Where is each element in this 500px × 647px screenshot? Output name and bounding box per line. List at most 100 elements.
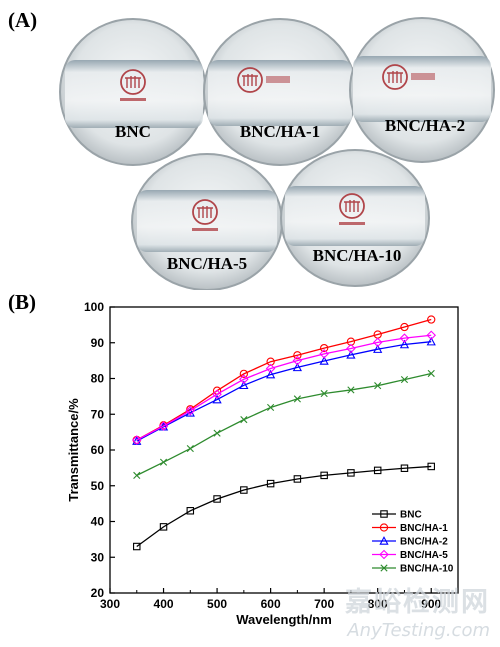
university-logo — [237, 67, 290, 93]
data-point — [293, 475, 302, 483]
x-tick-label: 600 — [261, 597, 281, 611]
data-point — [267, 403, 275, 412]
legend-item: BNC/HA-1 — [372, 523, 448, 534]
dish-bnc-ha-2: BNC/HA-2 — [349, 17, 495, 163]
petri-dish-photo-panel: BNC BNC/HA-1 BNC/HA-2 BNC/HA-5 — [59, 17, 495, 290]
legend-marker — [380, 510, 388, 518]
x-tick-label: 800 — [368, 597, 388, 611]
data-point — [239, 374, 249, 384]
data-point — [426, 330, 437, 341]
series-line — [136, 334, 432, 441]
data-point — [133, 471, 141, 479]
data-point — [293, 395, 301, 403]
data-point — [346, 350, 356, 359]
data-point — [320, 343, 329, 353]
y-tick-label: 60 — [91, 443, 105, 457]
data-point — [213, 429, 221, 437]
data-point — [292, 362, 303, 372]
data-point — [213, 495, 221, 503]
legend-item: BNC/HA-10 — [372, 564, 454, 575]
watermark-chinese: 嘉峪检测网 — [345, 587, 490, 618]
data-point — [346, 337, 356, 346]
dish-label-bnc: BNC — [115, 122, 151, 141]
legend-label: BNC — [400, 510, 422, 521]
legend-marker — [379, 549, 389, 560]
university-logo — [382, 64, 435, 90]
y-tick-label: 40 — [91, 515, 105, 529]
legend-item: BNC/HA-5 — [372, 549, 448, 561]
panel-a-label: (A) — [8, 8, 38, 32]
data-point — [400, 375, 409, 384]
dish-label-bnc-ha-1: BNC/HA-1 — [240, 122, 320, 141]
y-tick-label: 30 — [91, 550, 105, 564]
series-bnc-ha-5 — [131, 330, 437, 445]
transmittance-chart: 300 400 500 600 700 800 900 20 30 40 50 60 70 80 90 100… — [0, 288, 500, 647]
data-point — [159, 458, 168, 466]
data-point — [427, 369, 435, 378]
legend-item: BNC/HA-2 — [372, 536, 448, 548]
data-point — [266, 479, 275, 488]
data-point — [212, 389, 222, 400]
data-point — [212, 394, 222, 404]
legend-label: BNC/HA-5 — [400, 550, 448, 561]
x-tick-label: 400 — [154, 597, 174, 611]
chart-svg: 300 400 500 600 700 800 900 20 30 40 50 60 70 80 90 100… — [66, 300, 459, 627]
y-tick-label: 20 — [91, 586, 105, 600]
series-bnc-ha-2 — [132, 336, 436, 445]
x-tick-label: 900 — [421, 597, 441, 611]
data-point — [159, 523, 168, 531]
dish-label-bnc-ha-10: BNC/HA-10 — [313, 246, 402, 265]
data-point — [131, 435, 142, 445]
data-point — [265, 369, 276, 379]
data-point — [346, 343, 356, 354]
dish-label-bnc-ha-5: BNC/HA-5 — [167, 254, 247, 273]
university-logo — [120, 69, 146, 101]
watermark-english: AnyTesting.com — [347, 620, 490, 641]
data-point — [240, 416, 248, 424]
panel-b-label: (B) — [8, 290, 36, 314]
data-point — [292, 355, 303, 366]
data-point — [158, 421, 169, 431]
data-point — [400, 322, 409, 332]
x-tick-label: 500 — [207, 597, 227, 611]
data-point — [427, 462, 435, 471]
data-point — [399, 339, 410, 349]
series-line — [136, 318, 432, 441]
data-point — [186, 507, 195, 515]
data-point — [266, 357, 275, 366]
data-point — [239, 369, 248, 379]
data-point — [400, 464, 409, 472]
series-bnc — [133, 462, 435, 551]
series-bnc-ha-1 — [132, 315, 436, 445]
y-tick-label: 50 — [91, 479, 105, 493]
data-point — [399, 333, 410, 343]
data-point — [347, 386, 355, 394]
legend-label: BNC/HA-10 — [400, 564, 454, 575]
data-point — [320, 471, 328, 480]
series-line — [136, 341, 432, 442]
data-point — [426, 336, 436, 346]
data-point — [373, 344, 383, 353]
dish-bnc-ha-1: BNC/HA-1 — [203, 18, 357, 166]
dish-bnc-ha-5: BNC/HA-5 — [131, 153, 283, 290]
legend-marker — [379, 523, 389, 532]
legend-label: BNC/HA-1 — [400, 523, 448, 534]
legend-label: BNC/HA-2 — [400, 537, 448, 548]
legend: BNC BNC/HA-1 BNC/HA-2 BNC/HA-5 BNC/HA-10 — [372, 510, 454, 575]
data-point — [319, 356, 329, 365]
data-point — [373, 466, 382, 475]
data-point — [347, 469, 355, 477]
y-tick-label: 70 — [91, 407, 105, 421]
legend-marker — [379, 536, 389, 545]
legend-item: BNC — [372, 510, 422, 521]
data-point — [185, 405, 196, 416]
dish-bnc-ha-10: BNC/HA-10 — [280, 149, 430, 287]
university-logo — [192, 199, 218, 231]
y-tick-label: 100 — [84, 300, 104, 314]
data-point — [427, 315, 436, 324]
data-point — [320, 389, 328, 398]
dish-bnc: BNC — [59, 18, 207, 166]
series-bnc-ha-10 — [133, 369, 435, 479]
dish-label-bnc-ha-2: BNC/HA-2 — [385, 116, 465, 135]
data-point — [239, 380, 249, 390]
